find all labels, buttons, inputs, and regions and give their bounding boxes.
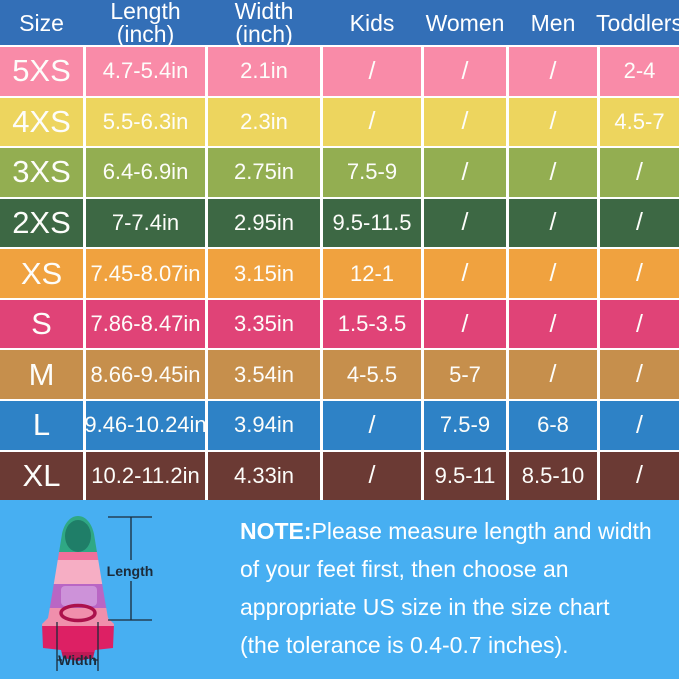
note-line: of your feet first, then choose an [240,556,569,582]
cell-value: 2.1in [208,47,320,96]
fin-body [42,516,114,661]
cell-value: 9.46-10.24in [84,400,207,450]
note-line: (the tolerance is 0.4-0.7 inches). [240,632,569,658]
cell-value: 4.7-5.4in [86,47,205,96]
fin-illustration: Length Width [33,500,165,677]
cell-value: / [600,249,679,298]
size-table: Size Length (inch) Width (inch) Kids Women Me… [0,0,679,501]
cell-value: 7.45-8.07in [86,249,205,298]
cell-value: 7-7.4in [86,198,205,248]
cell-value: 5.5-6.3in [86,97,205,147]
cell-value: / [600,148,679,197]
column-header: Kids [349,9,395,36]
table-row: 5XS 4.7-5.4in 2.1in / //2-4 [0,47,679,96]
cell-value: 12-1 [323,249,421,298]
cell-value: 3.15in [208,249,320,298]
cell-size: M [0,350,83,399]
cell-value: / [424,198,506,248]
cell-value: 2.95in [208,198,320,248]
cell-value: / [323,97,421,147]
cell-value: 9.5-11 [424,451,506,501]
column-header: Length (inch) [110,0,181,48]
cell-value: 7.86-8.47in [86,299,205,349]
cell-value: / [424,249,506,298]
note-line: NOTE:Please measure length and width [240,518,652,544]
fin-width-label: Width [58,652,97,668]
table-header-row: Size Length (inch) Width (inch) Kids Women Me… [0,0,679,48]
note-bold-prefix: NOTE: [240,518,312,544]
table-row: L 9.46-10.24in 3.94in/7.5-9 6-8/ [0,400,679,450]
cell-value: 4-5.5 [323,350,421,399]
cell-size: 3XS [0,148,83,197]
cell-value: / [600,350,679,399]
cell-value: 5-7 [424,350,506,399]
column-header: Width (inch) [234,0,294,48]
cell-value: 8.66-9.45in [86,350,205,399]
cell-value: 7.5-9 [424,400,506,450]
cell-value: / [424,148,506,197]
column-header: Toddlers [596,9,679,36]
cell-value: 3.35in [208,299,320,349]
cell-size: 5XS [0,47,83,96]
column-header: Men [530,9,576,36]
table-row: 2XS 7-7.4in 2.95in 9.5-11.5// / [0,198,679,248]
cell-value: 10.2-11.2in [86,451,205,501]
cell-value: / [323,451,421,501]
cell-value: / [424,299,506,349]
table-row: XL 10.2-11.2in 4.33in/9.5-11 8.5-10/ [0,451,679,501]
cell-size: S [0,299,83,349]
cell-value: 2-4 [600,47,679,96]
cell-value: 3.94in [208,400,320,450]
cell-value: / [323,47,421,96]
cell-value: / [600,198,679,248]
cell-size: XL [0,451,83,501]
cell-value: / [323,400,421,450]
cell-size: 2XS [0,198,83,248]
table-row: 3XS 6.4-6.9in 2.75in 7.5-9// / [0,148,679,197]
cell-value: / [509,299,597,349]
cell-size: XS [0,249,83,298]
cell-value: / [509,97,597,147]
cell-value: 2.3in [208,97,320,147]
cell-value: / [509,249,597,298]
cell-value: / [509,198,597,248]
fin-length-label: Length [107,563,154,579]
column-header: Size [19,9,64,36]
cell-value: 9.5-11.5 [323,198,421,248]
cell-value: / [424,97,506,147]
cell-value: / [600,451,679,501]
dimension-lines [56,516,152,671]
cell-value: / [509,350,597,399]
cell-value: / [509,148,597,197]
cell-size: 4XS [0,97,83,147]
cell-value: 4.33in [208,451,320,501]
table-row: 4XS 5.5-6.3in 2.3in / //4.5-7 [0,97,679,147]
note-line: appropriate US size in the size chart [240,594,610,620]
table-row: S 7.86-8.47in 3.35in 1.5-3.5// / [0,299,679,349]
footer-section: Length Width NOTE:Please measure length … [0,500,679,679]
cell-value: 1.5-3.5 [323,299,421,349]
cell-value: 8.5-10 [509,451,597,501]
cell-value: / [600,299,679,349]
note-text: NOTE:Please measure length and width of y… [240,512,660,664]
cell-value: 7.5-9 [323,148,421,197]
table-row: XS 7.45-8.07in 3.15in 12-1// / [0,249,679,298]
table-row: M 8.66-9.45in 3.54in 4-5.5 5-7// [0,350,679,399]
cell-value: 6-8 [509,400,597,450]
cell-value: 3.54in [208,350,320,399]
cell-value: 2.75in [208,148,320,197]
cell-value: / [600,400,679,450]
cell-value: 6.4-6.9in [86,148,205,197]
cell-value: 4.5-7 [600,97,679,147]
column-header: Women [425,9,505,36]
cell-value: / [509,47,597,96]
cell-value: / [424,47,506,96]
swim-fin-icon: Length Width [42,516,154,671]
cell-size: L [0,400,83,450]
